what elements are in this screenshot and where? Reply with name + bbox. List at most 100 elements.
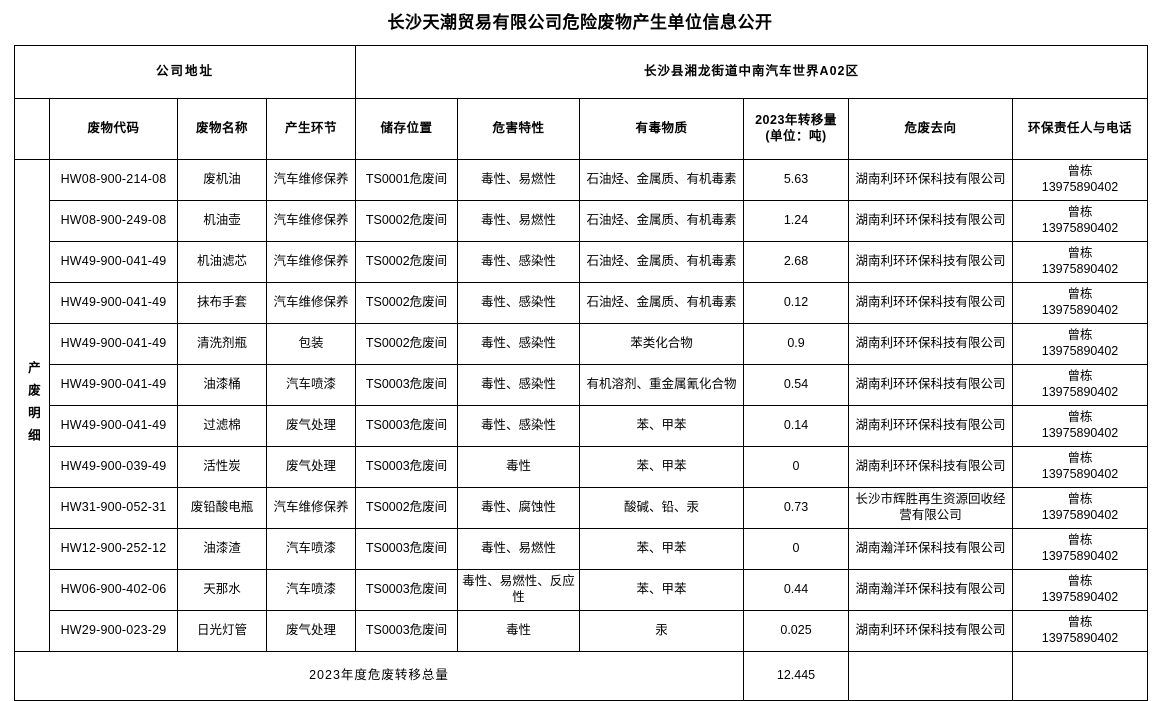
transfer-amount-cell: 0 xyxy=(743,446,850,488)
toxic-substance-cell: 酸碱、铅、汞 xyxy=(579,487,745,529)
table-row: HW49-900-039-49 活性炭 废气处理 TS0003危废间 毒性 苯、甲苯 0 湖南… xyxy=(15,446,1149,488)
storage-location-cell: TS0003危废间 xyxy=(355,364,459,406)
generation-stage-cell: 废气处理 xyxy=(265,405,357,447)
table-row: 产废明细 HW08-900-214-08 废机油 汽车维修保养 TS0001危废间 毒性、… xyxy=(14,159,1149,652)
responsible-contact-cell: 曾栋 13975890402 xyxy=(1012,405,1149,447)
annual-total-label: 2023年度危废转移总量 xyxy=(13,651,745,701)
table-row: HW06-900-402-06 天那水 汽车喷漆 TS0003危废间 毒性、易燃性、反应… xyxy=(15,569,1149,611)
responsible-contact-cell: 曾栋 13975890402 xyxy=(1012,241,1149,283)
responsible-person-phone: 13975890402 xyxy=(1041,344,1119,358)
responsible-contact-cell: 曾栋 13975890402 xyxy=(1012,528,1149,570)
total-row-blank-contact xyxy=(1012,651,1149,701)
waste-code-cell: HW49-900-041-49 xyxy=(49,241,178,283)
hazard-property-cell: 毒性 xyxy=(457,446,581,488)
destination-cell: 湖南利环环保科技有限公司 xyxy=(848,610,1014,652)
header-hazard-property: 危害特性 xyxy=(457,98,581,160)
transfer-amount-cell: 0.12 xyxy=(743,282,850,324)
page-title: 长沙天潮贸易有限公司危险废物产生单位信息公开 xyxy=(387,13,773,32)
destination-cell: 湖南利环环保科技有限公司 xyxy=(848,282,1014,324)
table-row: HW12-900-252-12 油漆渣 汽车喷漆 TS0003危废间 毒性、易燃性 苯、甲… xyxy=(15,528,1149,570)
table-row: HW08-900-249-08 机油壶 汽车维修保养 TS0002危废间 毒性、易燃性石… xyxy=(15,200,1149,242)
responsible-person-name: 曾栋 xyxy=(1067,369,1093,384)
waste-name-cell: 废机油 xyxy=(177,159,267,201)
responsible-contact-cell: 曾栋 13975890402 xyxy=(1012,282,1149,324)
waste-code-cell: HW49-900-041-49 xyxy=(49,282,178,324)
transfer-amount-cell: 0.025 xyxy=(743,610,850,652)
destination-cell: 湖南利环环保科技有限公司 xyxy=(848,200,1014,242)
responsible-contact-cell: 曾栋 13975890402 xyxy=(1012,200,1149,242)
responsible-person-phone: 13975890402 xyxy=(1041,631,1119,645)
hazard-property-cell: 毒性、感染性 xyxy=(457,241,581,283)
table-row: HW49-900-041-49 清洗剂瓶 包装 TS0002危废间 毒性、感染性 苯类化合… xyxy=(15,323,1149,365)
hazard-property-cell: 毒性、易燃性 xyxy=(457,159,581,201)
storage-location-cell: TS0002危废间 xyxy=(355,200,459,242)
transfer-amount-cell: 0 xyxy=(743,528,850,570)
generation-stage-cell: 汽车喷漆 xyxy=(265,364,357,406)
transfer-amount-cell: 0.14 xyxy=(743,405,850,447)
table-row: HW49-900-041-49 过滤棉 废气处理 TS0003危废间 毒性、感染性 苯、甲… xyxy=(15,405,1149,447)
header-transfer-amount: 2023年转移量 (单位：吨) xyxy=(743,98,850,160)
destination-cell: 长沙市辉胜再生资源回收经营有限公司 xyxy=(848,487,1014,529)
responsible-person-name: 曾栋 xyxy=(1067,615,1093,630)
storage-location-cell: TS0002危废间 xyxy=(355,323,459,365)
hazard-property-cell: 毒性、易燃性 xyxy=(457,200,581,242)
header-toxic-substance: 有毒物质 xyxy=(579,98,745,160)
responsible-person-name: 曾栋 xyxy=(1067,246,1093,261)
waste-name-cell: 油漆渣 xyxy=(177,528,267,570)
waste-name-cell: 废铅酸电瓶 xyxy=(177,487,267,529)
hazard-property-cell: 毒性、易燃性、反应性 xyxy=(457,569,581,611)
hazard-property-cell: 毒性、感染性 xyxy=(457,364,581,406)
waste-code-cell: HW49-900-041-49 xyxy=(49,405,178,447)
header-transfer-amount-line1: 2023年转移量 xyxy=(755,113,837,128)
waste-name-cell: 机油壶 xyxy=(177,200,267,242)
responsible-person-phone: 13975890402 xyxy=(1041,262,1119,276)
company-address-value: 长沙县湘龙街道中南汽车世界A02区 xyxy=(355,45,1149,99)
company-address-label: 公司地址 xyxy=(13,45,357,99)
responsible-person-name: 曾栋 xyxy=(1067,164,1093,179)
generation-stage-cell: 汽车维修保养 xyxy=(265,200,357,242)
responsible-contact-cell: 曾栋 13975890402 xyxy=(1012,610,1149,652)
waste-name-cell: 过滤棉 xyxy=(177,405,267,447)
waste-code-cell: HW08-900-214-08 xyxy=(49,159,178,201)
responsible-contact-cell: 曾栋 13975890402 xyxy=(1012,569,1149,611)
responsible-person-phone: 13975890402 xyxy=(1041,385,1119,399)
toxic-substance-cell: 苯、甲苯 xyxy=(579,528,745,570)
waste-name-cell: 天那水 xyxy=(177,569,267,611)
responsible-person-name: 曾栋 xyxy=(1067,533,1093,548)
destination-cell: 湖南利环环保科技有限公司 xyxy=(848,159,1014,201)
responsible-contact-cell: 曾栋 13975890402 xyxy=(1012,446,1149,488)
storage-location-cell: TS0003危废间 xyxy=(355,610,459,652)
destination-cell: 湖南瀚洋环保科技有限公司 xyxy=(848,528,1014,570)
storage-location-cell: TS0001危废间 xyxy=(355,159,459,201)
responsible-person-phone: 13975890402 xyxy=(1041,467,1119,481)
header-waste-name: 废物名称 xyxy=(177,98,267,160)
destination-cell: 湖南利环环保科技有限公司 xyxy=(848,241,1014,283)
transfer-amount-cell: 1.24 xyxy=(743,200,850,242)
destination-cell: 湖南利环环保科技有限公司 xyxy=(848,405,1014,447)
responsible-contact-cell: 曾栋 13975890402 xyxy=(1012,323,1149,365)
hazardous-waste-table: 公司地址 长沙县湘龙街道中南汽车世界A02区 废物代码 废物名称 产生环节 储存… xyxy=(13,45,1149,701)
responsible-person-name: 曾栋 xyxy=(1067,328,1093,343)
waste-name-cell: 机油滤芯 xyxy=(177,241,267,283)
table-row: HW49-900-041-49 机油滤芯 汽车维修保养 TS0002危废间 毒性、感染性… xyxy=(15,241,1149,283)
responsible-person-phone: 13975890402 xyxy=(1041,180,1119,194)
hazard-property-cell: 毒性、感染性 xyxy=(457,282,581,324)
generation-stage-cell: 废气处理 xyxy=(265,446,357,488)
table-row-total: 2023年度危废转移总量 12.445 xyxy=(13,651,1149,701)
waste-code-cell: HW49-900-041-49 xyxy=(49,323,178,365)
transfer-amount-cell: 2.68 xyxy=(743,241,850,283)
table-row: HW31-900-052-31 废铅酸电瓶 汽车维修保养 TS0002危废间 毒性、腐蚀… xyxy=(15,487,1149,529)
table-row: HW29-900-023-29 日光灯管 废气处理 TS0003危废间 毒性汞 0.025… xyxy=(15,610,1149,652)
responsible-contact-cell: 曾栋 13975890402 xyxy=(1012,364,1149,406)
table-row: HW49-900-041-49 抹布手套 汽车维修保养 TS0002危废间 毒性、感染性… xyxy=(15,282,1149,324)
header-generation-stage: 产生环节 xyxy=(265,98,357,160)
header-waste-code: 废物代码 xyxy=(49,98,178,160)
table-header-row: 废物代码 废物名称 产生环节 储存位置 危害特性 有毒物质 2023年转移量 (… xyxy=(14,98,1149,160)
header-destination: 危废去向 xyxy=(848,98,1014,160)
toxic-substance-cell: 石油烃、金属质、有机毒素 xyxy=(579,282,745,324)
storage-location-cell: TS0003危废间 xyxy=(355,405,459,447)
responsible-person-name: 曾栋 xyxy=(1067,205,1093,220)
generation-stage-cell: 汽车喷漆 xyxy=(265,569,357,611)
header-transfer-amount-line2: (单位：吨) xyxy=(765,129,827,143)
destination-cell: 湖南利环环保科技有限公司 xyxy=(848,364,1014,406)
